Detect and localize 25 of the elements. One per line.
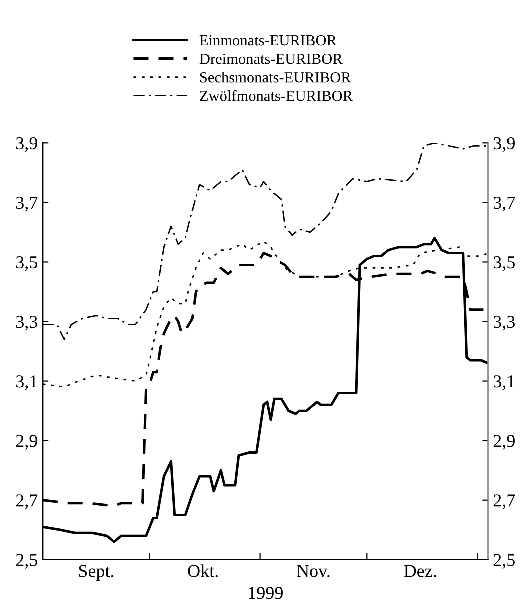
legend-label: Einmonats-EURIBOR bbox=[200, 35, 337, 46]
y2-tick-label: 2,9 bbox=[494, 435, 515, 450]
y-tick-label: 2,9 bbox=[16, 435, 38, 450]
y-tick-label: 3,5 bbox=[16, 256, 38, 272]
y-tick-label: 2,5 bbox=[16, 554, 38, 569]
x-axis-title: 1999 bbox=[249, 587, 283, 600]
y-tick-label: 3,3 bbox=[16, 316, 38, 331]
x-tick-label: Okt. bbox=[188, 564, 218, 578]
y-tick-label: 3,9 bbox=[16, 137, 38, 152]
y2-tick-label: 3,7 bbox=[494, 196, 516, 212]
legend-label: Dreimonats-EURIBOR bbox=[200, 54, 343, 64]
x-tick-label: Sept. bbox=[79, 565, 114, 582]
y2-tick-label: 3,5 bbox=[494, 256, 515, 272]
x-tick-label: Nov. bbox=[297, 565, 330, 578]
y2-tick-label: 3,1 bbox=[494, 376, 515, 390]
legend-label: Zwölfmonats-EURIBOR bbox=[200, 90, 354, 102]
legend-label: Sechsmonats-EURIBOR bbox=[200, 72, 352, 83]
y2-tick-label: 3,3 bbox=[494, 316, 515, 331]
y-tick-label: 3,7 bbox=[16, 196, 38, 212]
y-tick-label: 3,1 bbox=[16, 376, 38, 390]
y2-tick-label: 2,5 bbox=[494, 554, 515, 569]
y2-tick-label: 2,7 bbox=[494, 494, 516, 510]
y-tick-label: 2,7 bbox=[16, 494, 38, 510]
x-tick-label: Dez. bbox=[404, 565, 436, 578]
y2-tick-label: 3,9 bbox=[494, 137, 515, 152]
